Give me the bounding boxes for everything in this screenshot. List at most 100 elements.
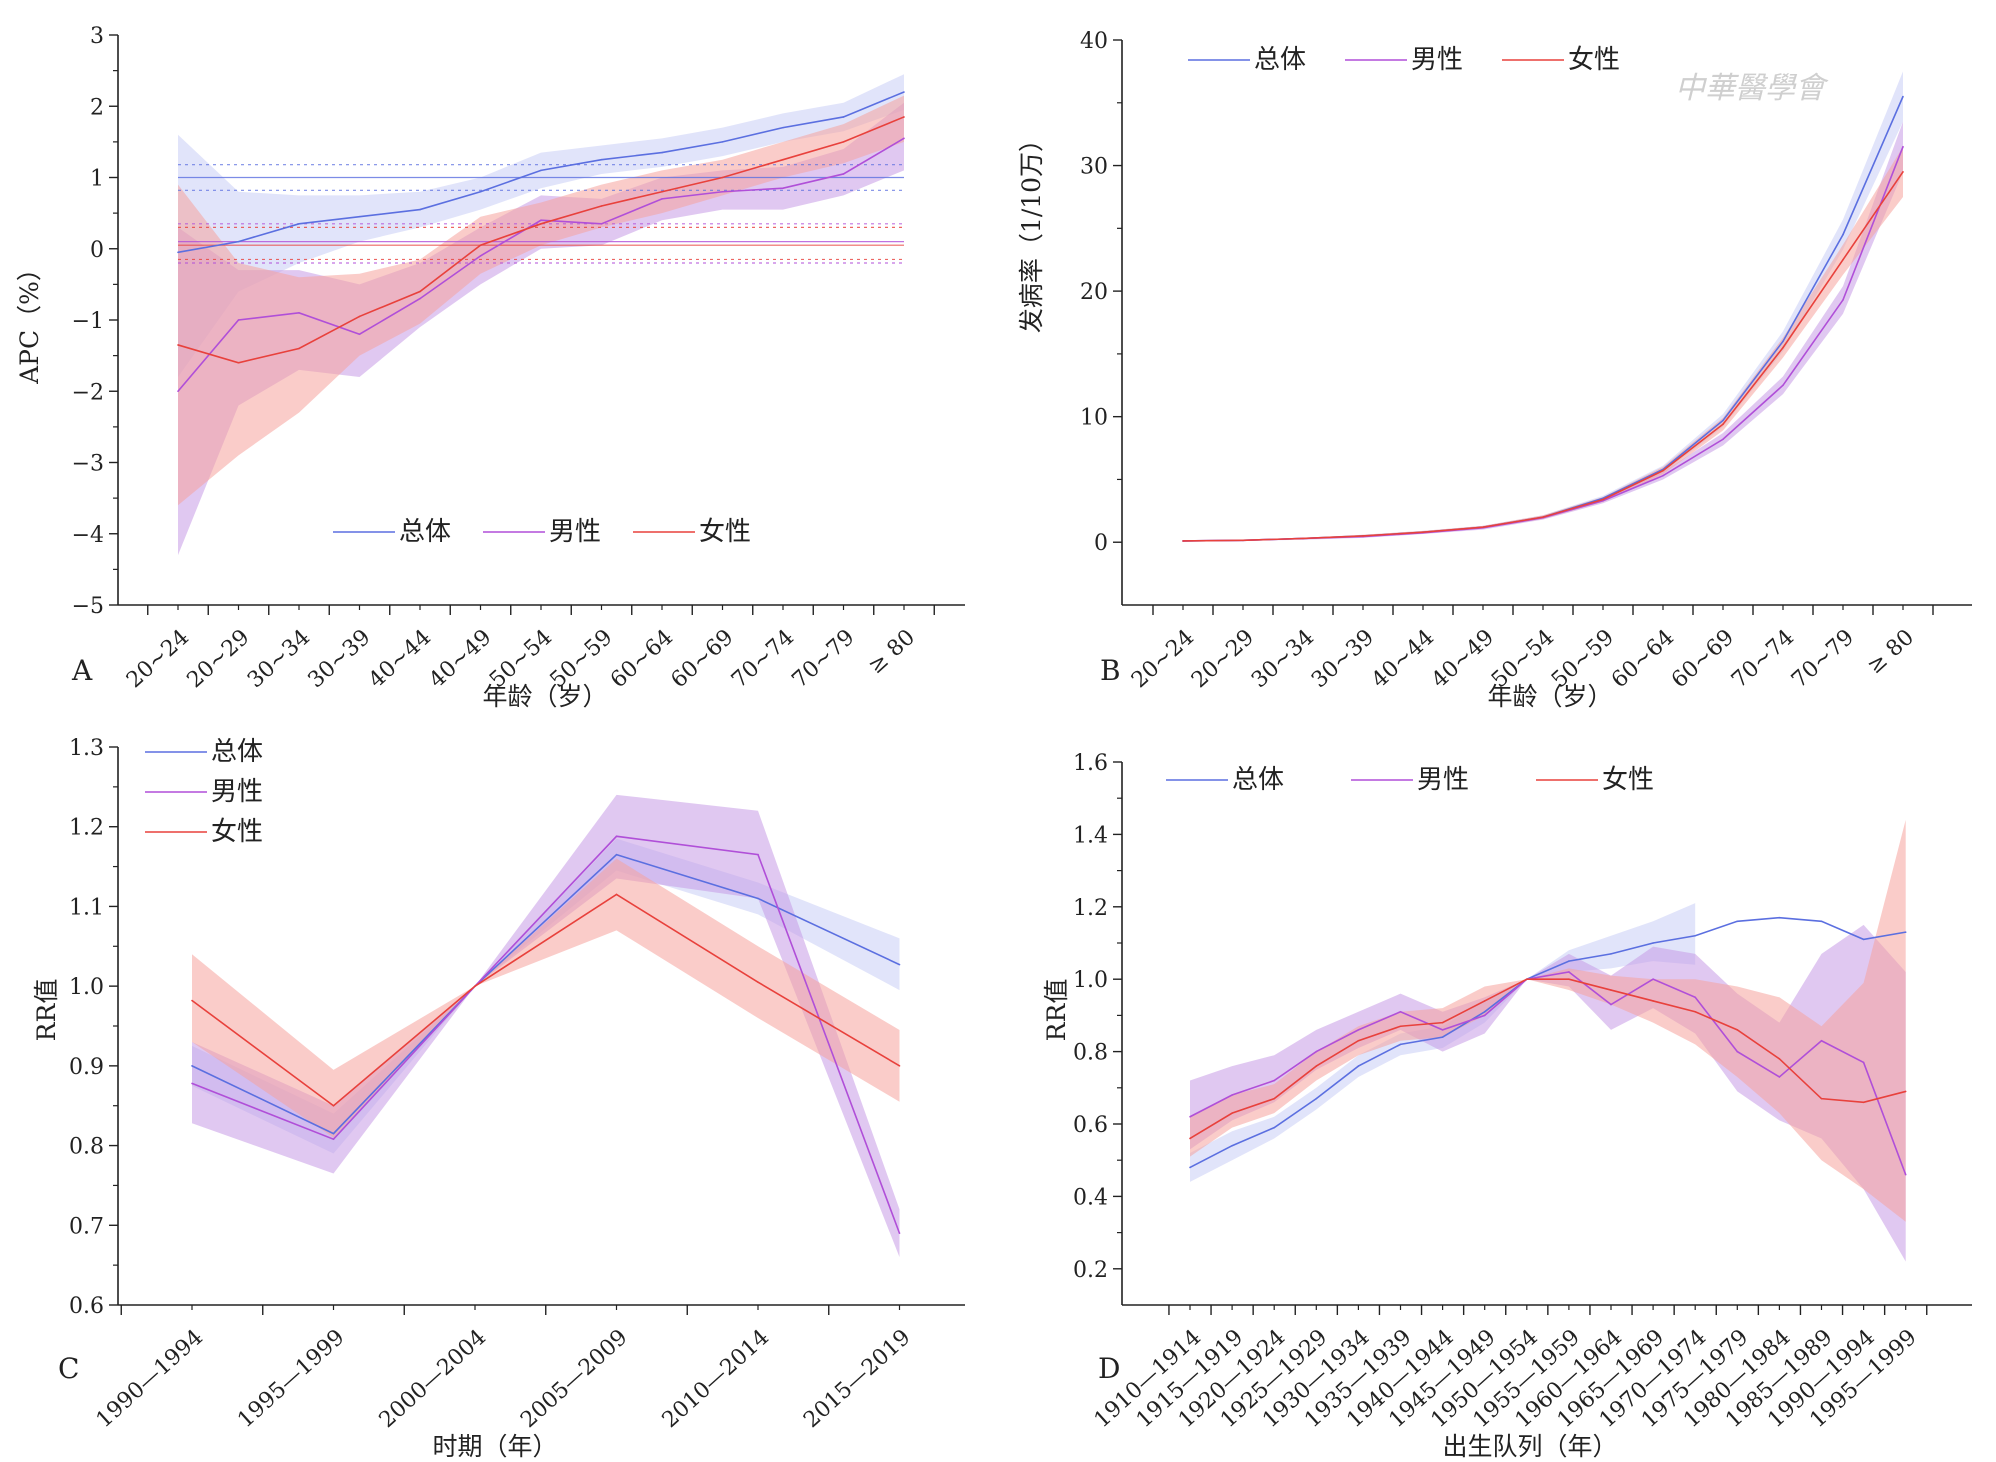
data-point [1399,1043,1402,1046]
data-point [782,187,784,189]
panel-d: 0.20.40.60.81.01.21.41.61910—19141915—19… [1042,751,1972,1461]
x-tick-label: 30~34 [243,625,315,693]
legend-label: 女性 [1602,765,1654,795]
x-tick-label: 1990—1994 [92,1325,208,1433]
series-line-男性 [1182,146,1904,542]
legend-label: 男性 [211,777,263,807]
data-point [1399,1025,1402,1028]
data-point [1902,145,1904,148]
series-line-总体 [191,853,900,1135]
data-point [903,137,905,140]
legend-label: 男性 [1411,45,1463,75]
y-tick-label: 0.7 [69,1214,104,1239]
y-axis-title: 发病率（1/10万） [1017,127,1046,333]
data-point [661,190,663,193]
y-tick-label: 1.0 [1073,968,1108,993]
data-point [661,151,663,154]
x-tick-label: 60~64 [606,625,678,693]
x-tick-label: 20~24 [1127,625,1199,693]
x-tick-label: ≥ 80 [864,625,920,679]
data-point [1315,1065,1318,1067]
data-point [782,126,784,129]
data-point [903,116,905,118]
data-point [1902,171,1904,173]
data-point [1778,1058,1781,1060]
data-point [721,141,724,143]
data-point [615,835,618,838]
data-point [1602,498,1604,501]
ci-band-男性 [1183,121,1903,542]
x-tick-label: 60~69 [1667,625,1739,693]
x-axis-title: 年龄（岁） [482,682,607,711]
data-point [1862,938,1865,941]
series-line-总体 [1182,96,1904,542]
data-point [1820,1039,1823,1042]
data-point [757,897,759,900]
y-tick-label: 1.2 [69,816,104,841]
data-point [903,91,905,93]
series-line-男性 [191,835,901,1234]
data-point [1357,1039,1360,1042]
ci-band-女性 [1183,146,1903,542]
data-point [600,223,603,225]
y-tick-label: 10 [1080,406,1108,431]
series-line-女性 [1189,978,1906,1140]
y-tick-label: 0.8 [1073,1041,1108,1066]
data-point [1483,1014,1486,1017]
y-axis-title: APC（%） [15,256,44,385]
data-point [298,347,300,350]
y-tick-label: 0.6 [69,1294,104,1319]
data-point [757,981,759,983]
x-tick-label: 60~69 [666,625,738,693]
y-tick-label: 0.6 [1073,1113,1108,1138]
data-point [1568,960,1570,962]
data-point [1441,1021,1444,1024]
y-tick-label: 3 [90,24,104,49]
data-point [1568,978,1570,980]
data-point [1694,1010,1696,1013]
ci-band-女性 [192,858,900,1138]
data-point [1189,1137,1191,1140]
x-tick-label: 20~29 [1187,625,1259,693]
data-point [1722,419,1724,422]
data-point [1542,516,1544,518]
data-point [177,251,179,254]
y-axis-title: RR值 [32,979,61,1042]
watermark-text: 中華醫學會 [1675,71,1829,106]
data-point [1231,1144,1233,1147]
legend-label: 总体 [1232,765,1284,795]
ci-band-总体 [1183,71,1903,542]
data-point [419,290,421,293]
data-point [1904,1090,1907,1093]
data-point [1652,942,1654,944]
data-point [298,312,300,314]
legend-label: 男性 [549,517,601,547]
y-tick-label: 30 [1080,155,1108,180]
data-point [1441,1029,1444,1031]
x-tick-label: 40~44 [1367,625,1439,693]
legend-label: 男性 [1417,765,1469,795]
data-point [237,361,240,364]
data-point [1231,1112,1233,1114]
data-point [1902,95,1904,98]
data-point [1782,340,1784,343]
x-tick-label: 2005—2009 [516,1325,632,1433]
data-point [540,169,542,172]
data-point [615,893,618,896]
data-point [358,315,361,318]
data-point [1242,539,1244,542]
data-point [479,244,482,246]
series-line-女性 [1182,171,1904,542]
y-tick-label: 40 [1080,29,1108,54]
data-point [1904,931,1907,933]
data-point [1182,540,1184,542]
x-tick-label: 30~39 [303,625,375,693]
data-point [1610,1003,1612,1006]
data-point [419,297,421,300]
x-tick-label: 20~24 [122,625,194,693]
data-point [1302,537,1304,540]
y-tick-label: 20 [1080,280,1108,305]
y-axis-title: RR值 [1042,979,1071,1042]
data-point [721,190,724,193]
